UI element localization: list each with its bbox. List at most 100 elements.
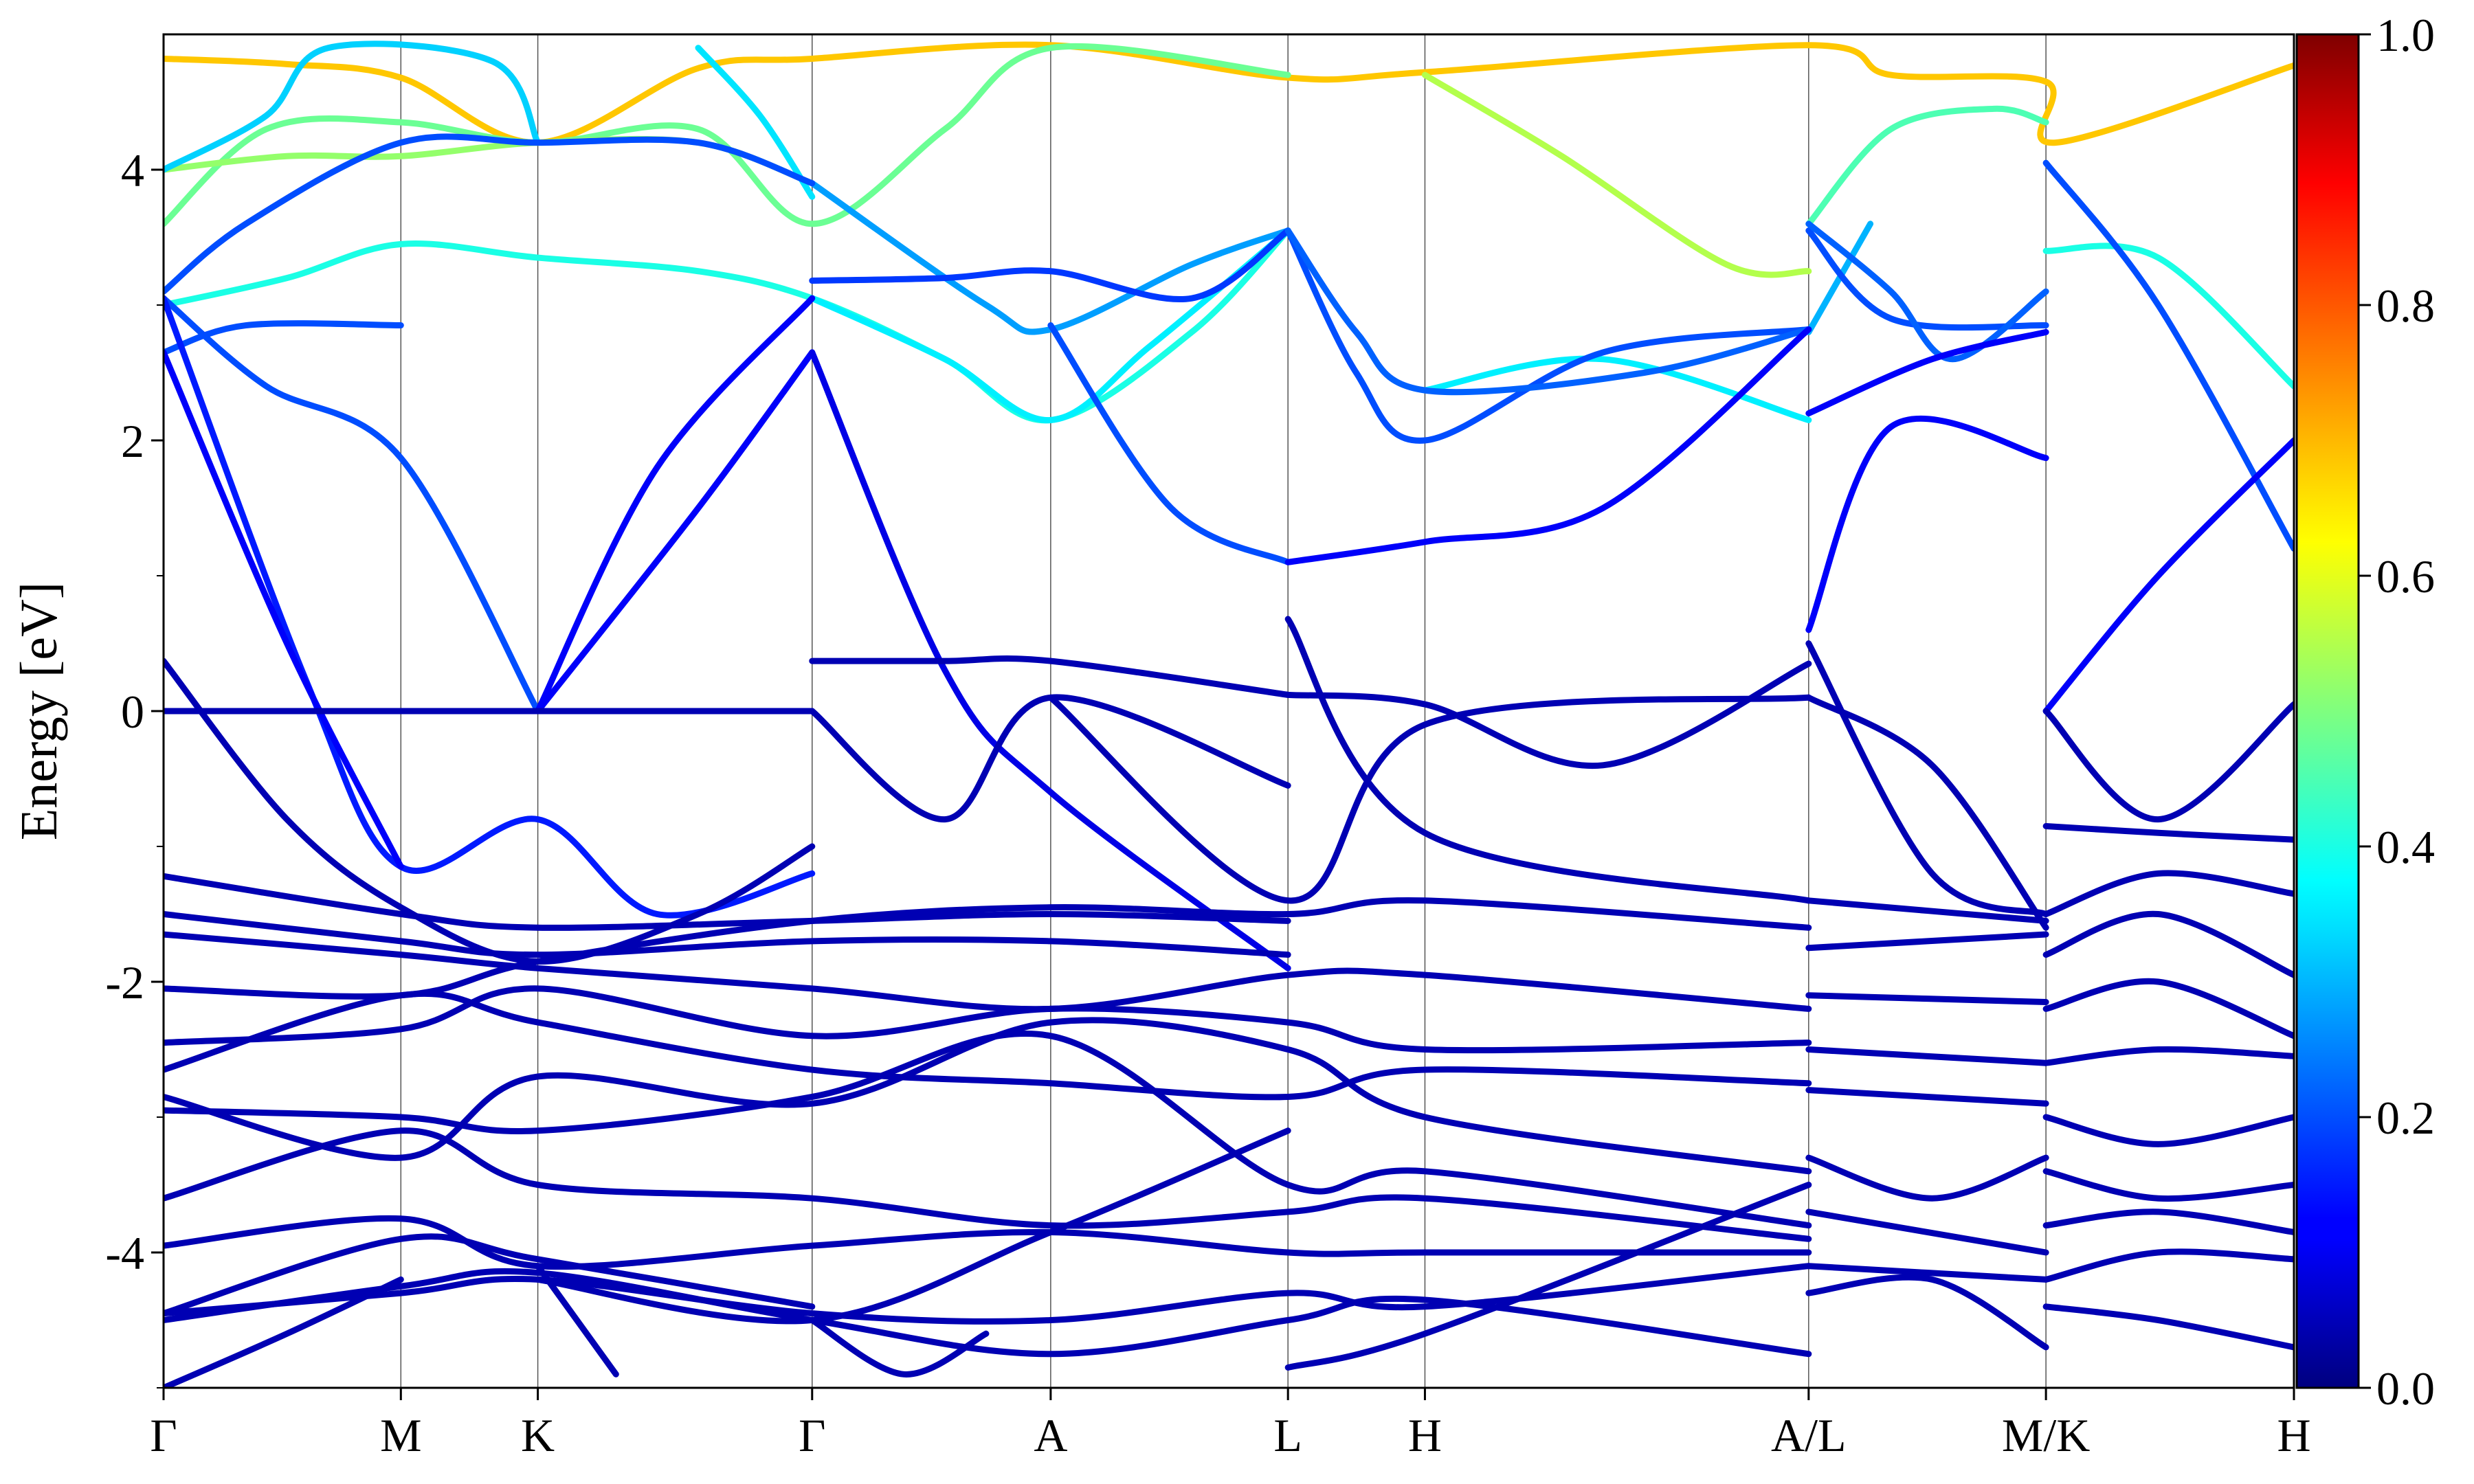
band-line: [164, 985, 1812, 1054]
band-line: [1805, 1208, 2049, 1256]
x-tick-label: Γ: [150, 1409, 177, 1461]
colorbar-tick-label: 1.0: [2376, 9, 2435, 61]
colorbar: [2295, 33, 2360, 1389]
band-line: [164, 1276, 404, 1388]
band-line: [1284, 660, 1812, 769]
band-line: [809, 227, 1291, 423]
band-line: [2042, 1303, 2294, 1351]
y-tick-label: 4: [121, 144, 144, 196]
colorbar-tick-label: 0.0: [2376, 1362, 2435, 1415]
band-line: [1805, 1274, 2049, 1351]
x-tick-label: A: [1034, 1409, 1067, 1461]
x-tick-label: M/K: [2002, 1409, 2090, 1461]
band-line: [2042, 1248, 2294, 1283]
y-tick-label: -4: [105, 1227, 144, 1279]
band-line: [164, 295, 542, 715]
band-line: [1805, 227, 2049, 331]
band-line: [164, 41, 2294, 146]
band-line: [164, 295, 816, 919]
band-line: [1805, 328, 2049, 417]
band-line: [1284, 227, 1812, 444]
band-line: [2042, 822, 2294, 843]
x-axis-ticks: Γ M K Γ A L H A/L M/K H: [150, 1388, 2311, 1461]
band-line: [535, 295, 816, 715]
band-line: [2042, 1114, 2294, 1147]
band-line: [164, 1263, 1812, 1325]
band-line: [164, 911, 1291, 958]
band-line: [1421, 71, 1812, 278]
colorbar-ticks: 0.0 0.2 0.4 0.6 0.8 1.0: [2359, 9, 2435, 1415]
x-tick-label: M: [380, 1409, 421, 1461]
colorbar-tick-label: 0.4: [2376, 821, 2435, 873]
band-line: [1805, 1087, 2049, 1107]
band-line: [1805, 992, 2049, 1006]
band-line: [809, 655, 1291, 698]
band-line: [1805, 105, 2049, 227]
band-line: [2042, 159, 2294, 552]
x-tick-label: H: [1408, 1409, 1442, 1461]
band-line: [164, 133, 816, 295]
y-tick-label: 2: [121, 415, 144, 467]
band-line: [2042, 243, 2294, 390]
band-line: [809, 227, 1291, 302]
band-line: [809, 694, 1291, 823]
band-line: [535, 349, 816, 715]
band-line: [2042, 1046, 2294, 1066]
band-line: [164, 349, 404, 870]
band-line: [2042, 978, 2294, 1039]
band-line: [2042, 1168, 2294, 1202]
y-axis-ticks: 4 2 0 -2 -4: [105, 144, 164, 1389]
x-tick-label: K: [521, 1409, 555, 1461]
colorbar-tick-label: 0.6: [2376, 550, 2435, 603]
band-line: [535, 1263, 619, 1378]
colorbar-tick-label: 0.2: [2376, 1092, 2435, 1144]
band-line: [164, 990, 1812, 1101]
band-line: [1805, 415, 2049, 633]
band-line: [2042, 701, 2294, 823]
band-line: [164, 931, 1812, 1013]
y-tick-label: 0: [121, 686, 144, 738]
y-axis-label: Energy [eV]: [10, 582, 68, 840]
band-line: [1805, 1154, 2049, 1202]
x-tick-label: Γ: [799, 1409, 825, 1461]
band-line: [164, 43, 1291, 227]
band-line: [164, 1030, 1812, 1229]
band-line: [1421, 355, 1812, 423]
band-line: [2042, 910, 2294, 978]
band-line: [2042, 437, 2294, 715]
band-line: [535, 1127, 1291, 1325]
colorbar-tick-label: 0.8: [2376, 280, 2435, 332]
band-line: [164, 227, 1291, 424]
band-line: [164, 1215, 1812, 1270]
band-line: [1805, 1046, 2049, 1066]
band-line: [1805, 640, 2049, 917]
band-line: [1805, 221, 2049, 363]
x-tick-label: H: [2277, 1409, 2310, 1461]
band-line: [1284, 326, 1812, 565]
band-line: [1284, 227, 1812, 396]
band-line: [164, 1233, 816, 1317]
band-line: [2042, 1208, 2294, 1235]
band-lines: [164, 41, 2294, 1388]
band-line: [164, 1017, 1812, 1175]
band-line: [809, 1317, 990, 1378]
band-line: [164, 1268, 1812, 1358]
band-line: [164, 320, 404, 356]
x-tick-label: L: [1273, 1409, 1302, 1461]
band-line: [1805, 1263, 2049, 1283]
band-line: [1047, 694, 1812, 904]
band-line: [164, 873, 1291, 931]
band-line: [1284, 1182, 1812, 1371]
band-line: [164, 657, 816, 965]
band-line: [1805, 897, 2049, 924]
x-tick-label: A/L: [1771, 1409, 1847, 1461]
band-line: [809, 349, 1291, 971]
y-tick-label: -2: [105, 956, 144, 1009]
band-line: [164, 41, 542, 173]
band-line: [1805, 694, 2049, 931]
band-line: [2042, 870, 2294, 917]
band-line: [1805, 931, 2049, 952]
band-line: [1284, 616, 1812, 904]
band-line: [164, 1127, 1812, 1242]
